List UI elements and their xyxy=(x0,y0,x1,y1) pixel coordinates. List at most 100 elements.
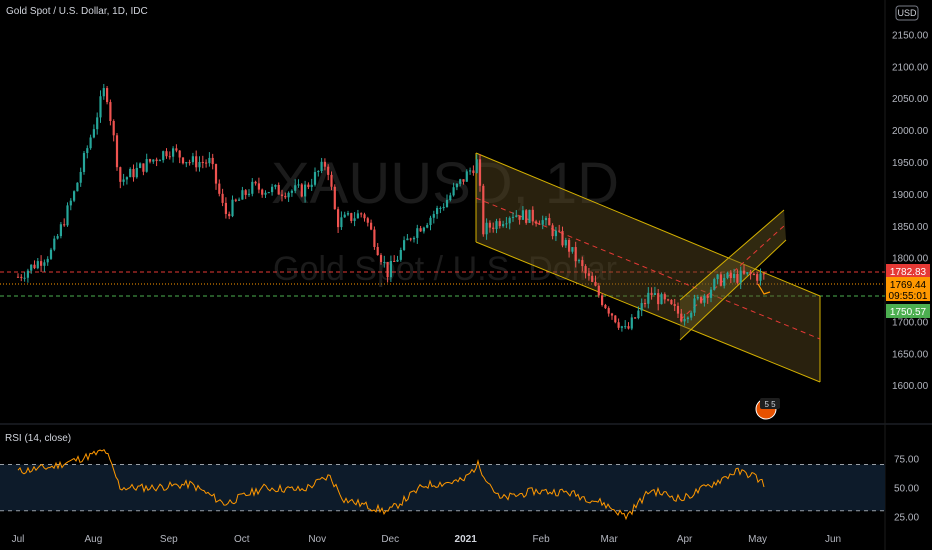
candle-body xyxy=(195,156,198,168)
candle-body xyxy=(115,135,119,168)
candle-body xyxy=(442,207,445,209)
candle-body xyxy=(185,162,188,164)
candle-body xyxy=(643,303,647,305)
candle-body xyxy=(739,270,742,283)
candle-body xyxy=(188,162,191,164)
rsi-axis[interactable]: 75.00 50.00 25.00 xyxy=(894,455,919,524)
candle-body xyxy=(462,179,465,182)
projection-arrow xyxy=(757,283,771,295)
candle-body xyxy=(63,224,66,226)
candle-body xyxy=(630,317,633,329)
candle-body xyxy=(597,285,600,296)
candle-body xyxy=(610,313,614,316)
candle-body xyxy=(587,273,590,276)
ascending-channel-mid xyxy=(679,224,786,321)
candle-body xyxy=(436,208,439,215)
event-count-badge xyxy=(760,398,780,409)
candle-body xyxy=(756,274,759,281)
price-tick-label: 2100.00 xyxy=(892,62,929,73)
candle-body xyxy=(271,186,274,193)
descending-channel-fill xyxy=(476,153,820,382)
candle-body xyxy=(719,274,722,286)
candle-body xyxy=(26,270,29,278)
candle-body xyxy=(82,153,86,172)
candle-body xyxy=(577,260,581,262)
candle-body xyxy=(426,225,429,228)
candle-body xyxy=(495,221,498,230)
candle-body xyxy=(594,281,597,286)
descending-channel-bottom xyxy=(475,241,821,383)
ascending-channel-bottom xyxy=(679,239,787,341)
candle-body xyxy=(564,239,567,246)
candle-body xyxy=(376,246,379,256)
candle-body xyxy=(624,326,627,328)
candle-body xyxy=(508,217,511,224)
candle-body xyxy=(752,274,755,276)
rsi-tick-label: 25.00 xyxy=(894,513,919,524)
candle-body xyxy=(96,117,99,130)
candle-body xyxy=(478,159,482,186)
candle-body xyxy=(584,266,587,274)
current-price-tag[interactable] xyxy=(886,277,930,301)
time-tick-label: Aug xyxy=(85,534,103,545)
candle-body xyxy=(261,189,264,195)
candle-body xyxy=(742,270,746,274)
candle-body xyxy=(601,295,604,305)
lower-price-value: 1750.57 xyxy=(890,307,927,318)
candle-body xyxy=(247,193,251,195)
candle-body xyxy=(389,260,392,278)
candle-body xyxy=(46,258,49,263)
candle-body xyxy=(581,260,584,267)
candle-body xyxy=(228,213,231,217)
candle-body xyxy=(541,220,544,225)
candle-body xyxy=(221,193,224,203)
ascending-channel-top xyxy=(679,209,785,301)
candle-body xyxy=(363,214,366,219)
candle-body xyxy=(657,293,660,305)
candle-body xyxy=(475,159,478,174)
price-tick-label: 1800.00 xyxy=(892,254,929,265)
candle-body xyxy=(749,272,752,275)
candle-body xyxy=(452,187,455,196)
candle-body xyxy=(620,326,623,328)
candle-body xyxy=(152,159,155,162)
candle-body xyxy=(492,227,495,230)
descending-channel[interactable] xyxy=(475,152,821,383)
candle-body xyxy=(304,184,307,197)
time-tick-label: Feb xyxy=(532,534,550,545)
candle-body xyxy=(729,272,732,279)
candle-body xyxy=(224,202,227,214)
time-axis[interactable]: Jul Aug Sep Oct Nov Dec 2021 Feb Mar Apr May Jun xyxy=(12,534,841,545)
currency-badge[interactable] xyxy=(895,5,919,21)
candle-body xyxy=(759,273,762,281)
candle-body xyxy=(432,214,435,218)
candle-body xyxy=(693,298,696,313)
candle-body xyxy=(696,297,699,299)
rsi-tick-label: 75.00 xyxy=(894,455,919,466)
candle-body xyxy=(544,218,548,221)
lower-price-tag[interactable] xyxy=(886,304,930,318)
candle-body xyxy=(422,227,425,232)
candle-body xyxy=(650,292,653,295)
candle-body xyxy=(538,223,541,225)
candle-body xyxy=(667,299,670,301)
bar-countdown: 09:55:01 xyxy=(889,291,928,302)
candle-body xyxy=(412,237,416,240)
candle-body xyxy=(106,88,109,103)
time-tick-label: Mar xyxy=(601,534,619,545)
rsi-band xyxy=(0,464,885,511)
candle-body xyxy=(280,194,284,196)
upper-price-tag[interactable] xyxy=(886,264,930,278)
candle-body xyxy=(337,209,340,228)
candle-body xyxy=(317,170,320,173)
candle-body xyxy=(535,221,538,224)
candle-body xyxy=(165,151,168,157)
candle-body xyxy=(145,159,148,172)
candle-body xyxy=(142,163,145,172)
candle-body xyxy=(706,295,709,298)
candle-body xyxy=(53,238,56,250)
candle-body xyxy=(515,215,518,217)
candle-body xyxy=(472,170,475,174)
